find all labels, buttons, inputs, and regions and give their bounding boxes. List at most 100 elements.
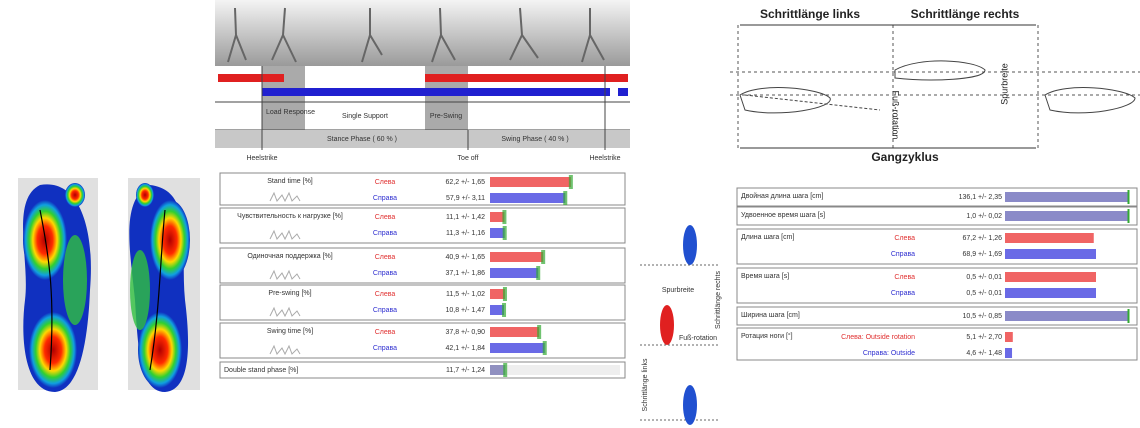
event-label: Toe off [458, 155, 479, 162]
value-text: 42,1 +/- 1,84 [445, 345, 485, 352]
row-label: Swing time [%] [267, 328, 313, 335]
foot-diagram: Spurbreite Schrittlänge rechts Fuß-rotat… [640, 225, 722, 425]
value-text: 37,1 +/- 1,86 [445, 270, 485, 277]
stride-label: Schrittlänge rechts [911, 7, 1020, 21]
bar [490, 365, 505, 375]
bar [490, 252, 543, 262]
side-label: Справа [891, 290, 915, 297]
bar-marker [537, 325, 541, 339]
bar-marker [503, 226, 507, 240]
side-label: Справа: Outside [863, 350, 915, 357]
side-label: Слева: Outside rotation [841, 334, 915, 341]
value-text: 11,3 +/- 1,16 [446, 230, 485, 237]
bar [1005, 249, 1096, 259]
row-label: Stand time [%] [267, 178, 313, 185]
value-text: 67,2 +/- 1,26 [962, 235, 1002, 242]
phase-label: Load Response [266, 109, 315, 116]
side-label: Справа [373, 307, 397, 314]
bar [1005, 233, 1094, 243]
value-text: 136,1 +/- 2,35 [959, 194, 1003, 201]
value-text: 37,8 +/- 0,90 [445, 329, 485, 336]
side-label: Справа [373, 195, 397, 202]
row-box [737, 328, 1137, 360]
swing-label: Swing Phase ( 40 % ) [501, 136, 568, 143]
side-label: Справа [373, 230, 397, 237]
row-label: Время шага [s] [741, 273, 789, 280]
stride-label: Schrittlänge links [642, 358, 649, 411]
stance-label: Stance Phase ( 60 % ) [327, 136, 397, 143]
row-label: Одиночная поддержка [%] [247, 253, 332, 260]
side-label: Слева [375, 254, 396, 261]
row-label: Double stand phase [%] [224, 367, 298, 374]
row-label: Двойная длина шага [cm] [741, 192, 823, 200]
stride-label: Schrittlänge links [760, 7, 860, 21]
bar-marker [1128, 209, 1130, 223]
value-text: 11,1 +/- 1,42 [446, 214, 485, 221]
track-width-label: Spurbreite [662, 287, 694, 294]
value-text: 0,5 +/- 0,01 [966, 274, 1002, 281]
side-label: Слева [894, 235, 915, 242]
row-label: Ротация ноги [°] [741, 332, 793, 340]
bar-marker [569, 175, 573, 189]
value-text: 68,9 +/- 1,69 [962, 251, 1002, 258]
bar-marker [502, 210, 506, 224]
event-label: Heelstrike [589, 155, 620, 162]
event-label: Heelstrike [246, 155, 277, 162]
bar [1005, 211, 1129, 221]
value-text: 11,7 +/- 1,24 [446, 367, 485, 374]
bar [490, 343, 545, 353]
bar [490, 305, 504, 315]
bar [1005, 288, 1096, 298]
foot-heatmaps [18, 178, 200, 392]
row-label: Чувствительность к нагрузке [%] [237, 213, 343, 220]
bar [490, 193, 565, 203]
rotation-label: Fuß-rotation [679, 335, 717, 342]
bar-marker [502, 303, 506, 317]
gait-phase-panel: Load Response Single Support Pre-Swing S… [215, 0, 630, 162]
value-text: 4,6 +/- 1,48 [966, 350, 1002, 357]
row-label: Ширина шага [cm] [741, 312, 800, 319]
bar-marker [503, 287, 507, 301]
bar [490, 289, 505, 299]
bar [490, 228, 505, 238]
bar [1005, 332, 1013, 342]
bar-track [490, 365, 620, 375]
bar-marker [541, 250, 545, 264]
row-label: Удвоенное время шага [s] [741, 212, 825, 219]
bar [1005, 192, 1129, 202]
value-text: 11,5 +/- 1,02 [446, 291, 485, 298]
side-label: Слева [375, 179, 396, 186]
bar [490, 177, 571, 187]
phase-label: Single Support [342, 113, 388, 120]
side-label: Справа [373, 345, 397, 352]
side-label: Справа [373, 270, 397, 277]
track-width-label: Spurbreite [999, 63, 1009, 105]
rotation-label: Fuß-rotation [891, 90, 901, 139]
side-label: Слева [894, 274, 915, 281]
value-text: 10,5 +/- 0,85 [962, 313, 1002, 320]
value-text: 57,9 +/- 3,11 [446, 195, 485, 202]
bar [490, 268, 538, 278]
bar [490, 212, 504, 222]
value-text: 1,0 +/- 0,02 [966, 213, 1002, 220]
bar-marker [1128, 190, 1130, 204]
bar [1005, 272, 1096, 282]
bar-marker [563, 191, 567, 205]
cycle-label: Gangzyklus [871, 150, 939, 164]
row-label: Длина шага [cm] [741, 234, 794, 241]
phase-label: Pre-Swing [430, 113, 462, 120]
side-label: Слева [375, 329, 396, 336]
value-text: 40,9 +/- 1,65 [445, 254, 485, 261]
value-text: 0,5 +/- 0,01 [966, 290, 1002, 297]
bar-marker [536, 266, 540, 280]
bar [1005, 311, 1129, 321]
value-text: 5,1 +/- 2,70 [966, 334, 1002, 341]
side-label: Слева [375, 214, 396, 221]
side-label: Справа [891, 251, 915, 258]
bar-marker [503, 363, 507, 377]
side-label: Слева [375, 291, 396, 298]
bar [1005, 348, 1012, 358]
bar-marker [543, 341, 547, 355]
row-label: Pre-swing [%] [268, 290, 311, 297]
